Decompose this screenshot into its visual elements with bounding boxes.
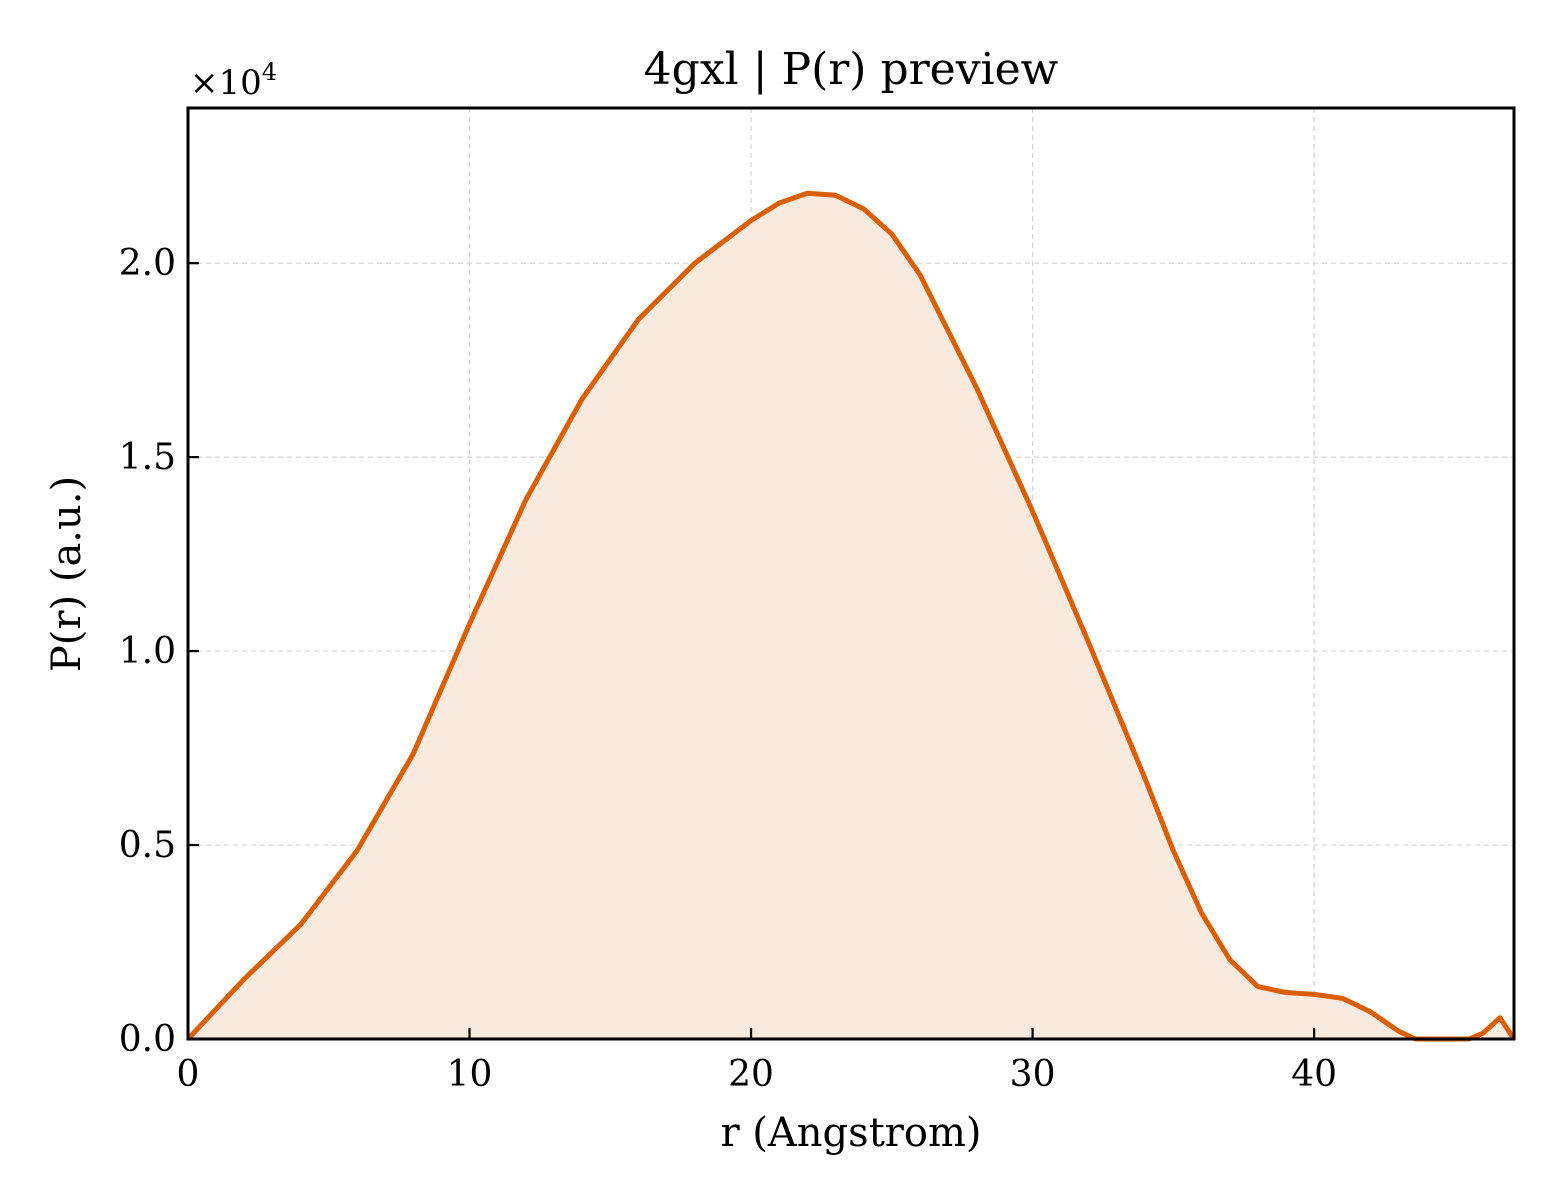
x-tick-label: 40 <box>1291 1054 1337 1095</box>
y-axis-multiplier: ×104 <box>190 58 277 103</box>
x-tick-label: 0 <box>177 1054 200 1095</box>
y-tick-label: 0.0 <box>119 1019 176 1060</box>
x-axis-title: r (Angstrom) <box>720 1110 981 1156</box>
chart-title: 4gxl | P(r) preview <box>644 44 1059 95</box>
y-tick-label: 1.0 <box>119 631 176 672</box>
x-tick-label: 20 <box>728 1054 774 1095</box>
axis-ticks: 0 10 20 30 40 0.0 0.5 1.0 1.5 2.0 <box>119 243 1337 1095</box>
plot-frame <box>186 106 1516 1041</box>
area-fill <box>188 193 1514 1040</box>
y-tick-label: 1.5 <box>119 437 176 478</box>
x-tick-label: 30 <box>1010 1054 1056 1095</box>
y-tick-label: 0.5 <box>119 825 176 866</box>
y-tick-label: 2.0 <box>119 243 176 284</box>
x-tick-label: 10 <box>447 1054 493 1095</box>
y-axis-title: P(r) (a.u.) <box>44 476 90 672</box>
